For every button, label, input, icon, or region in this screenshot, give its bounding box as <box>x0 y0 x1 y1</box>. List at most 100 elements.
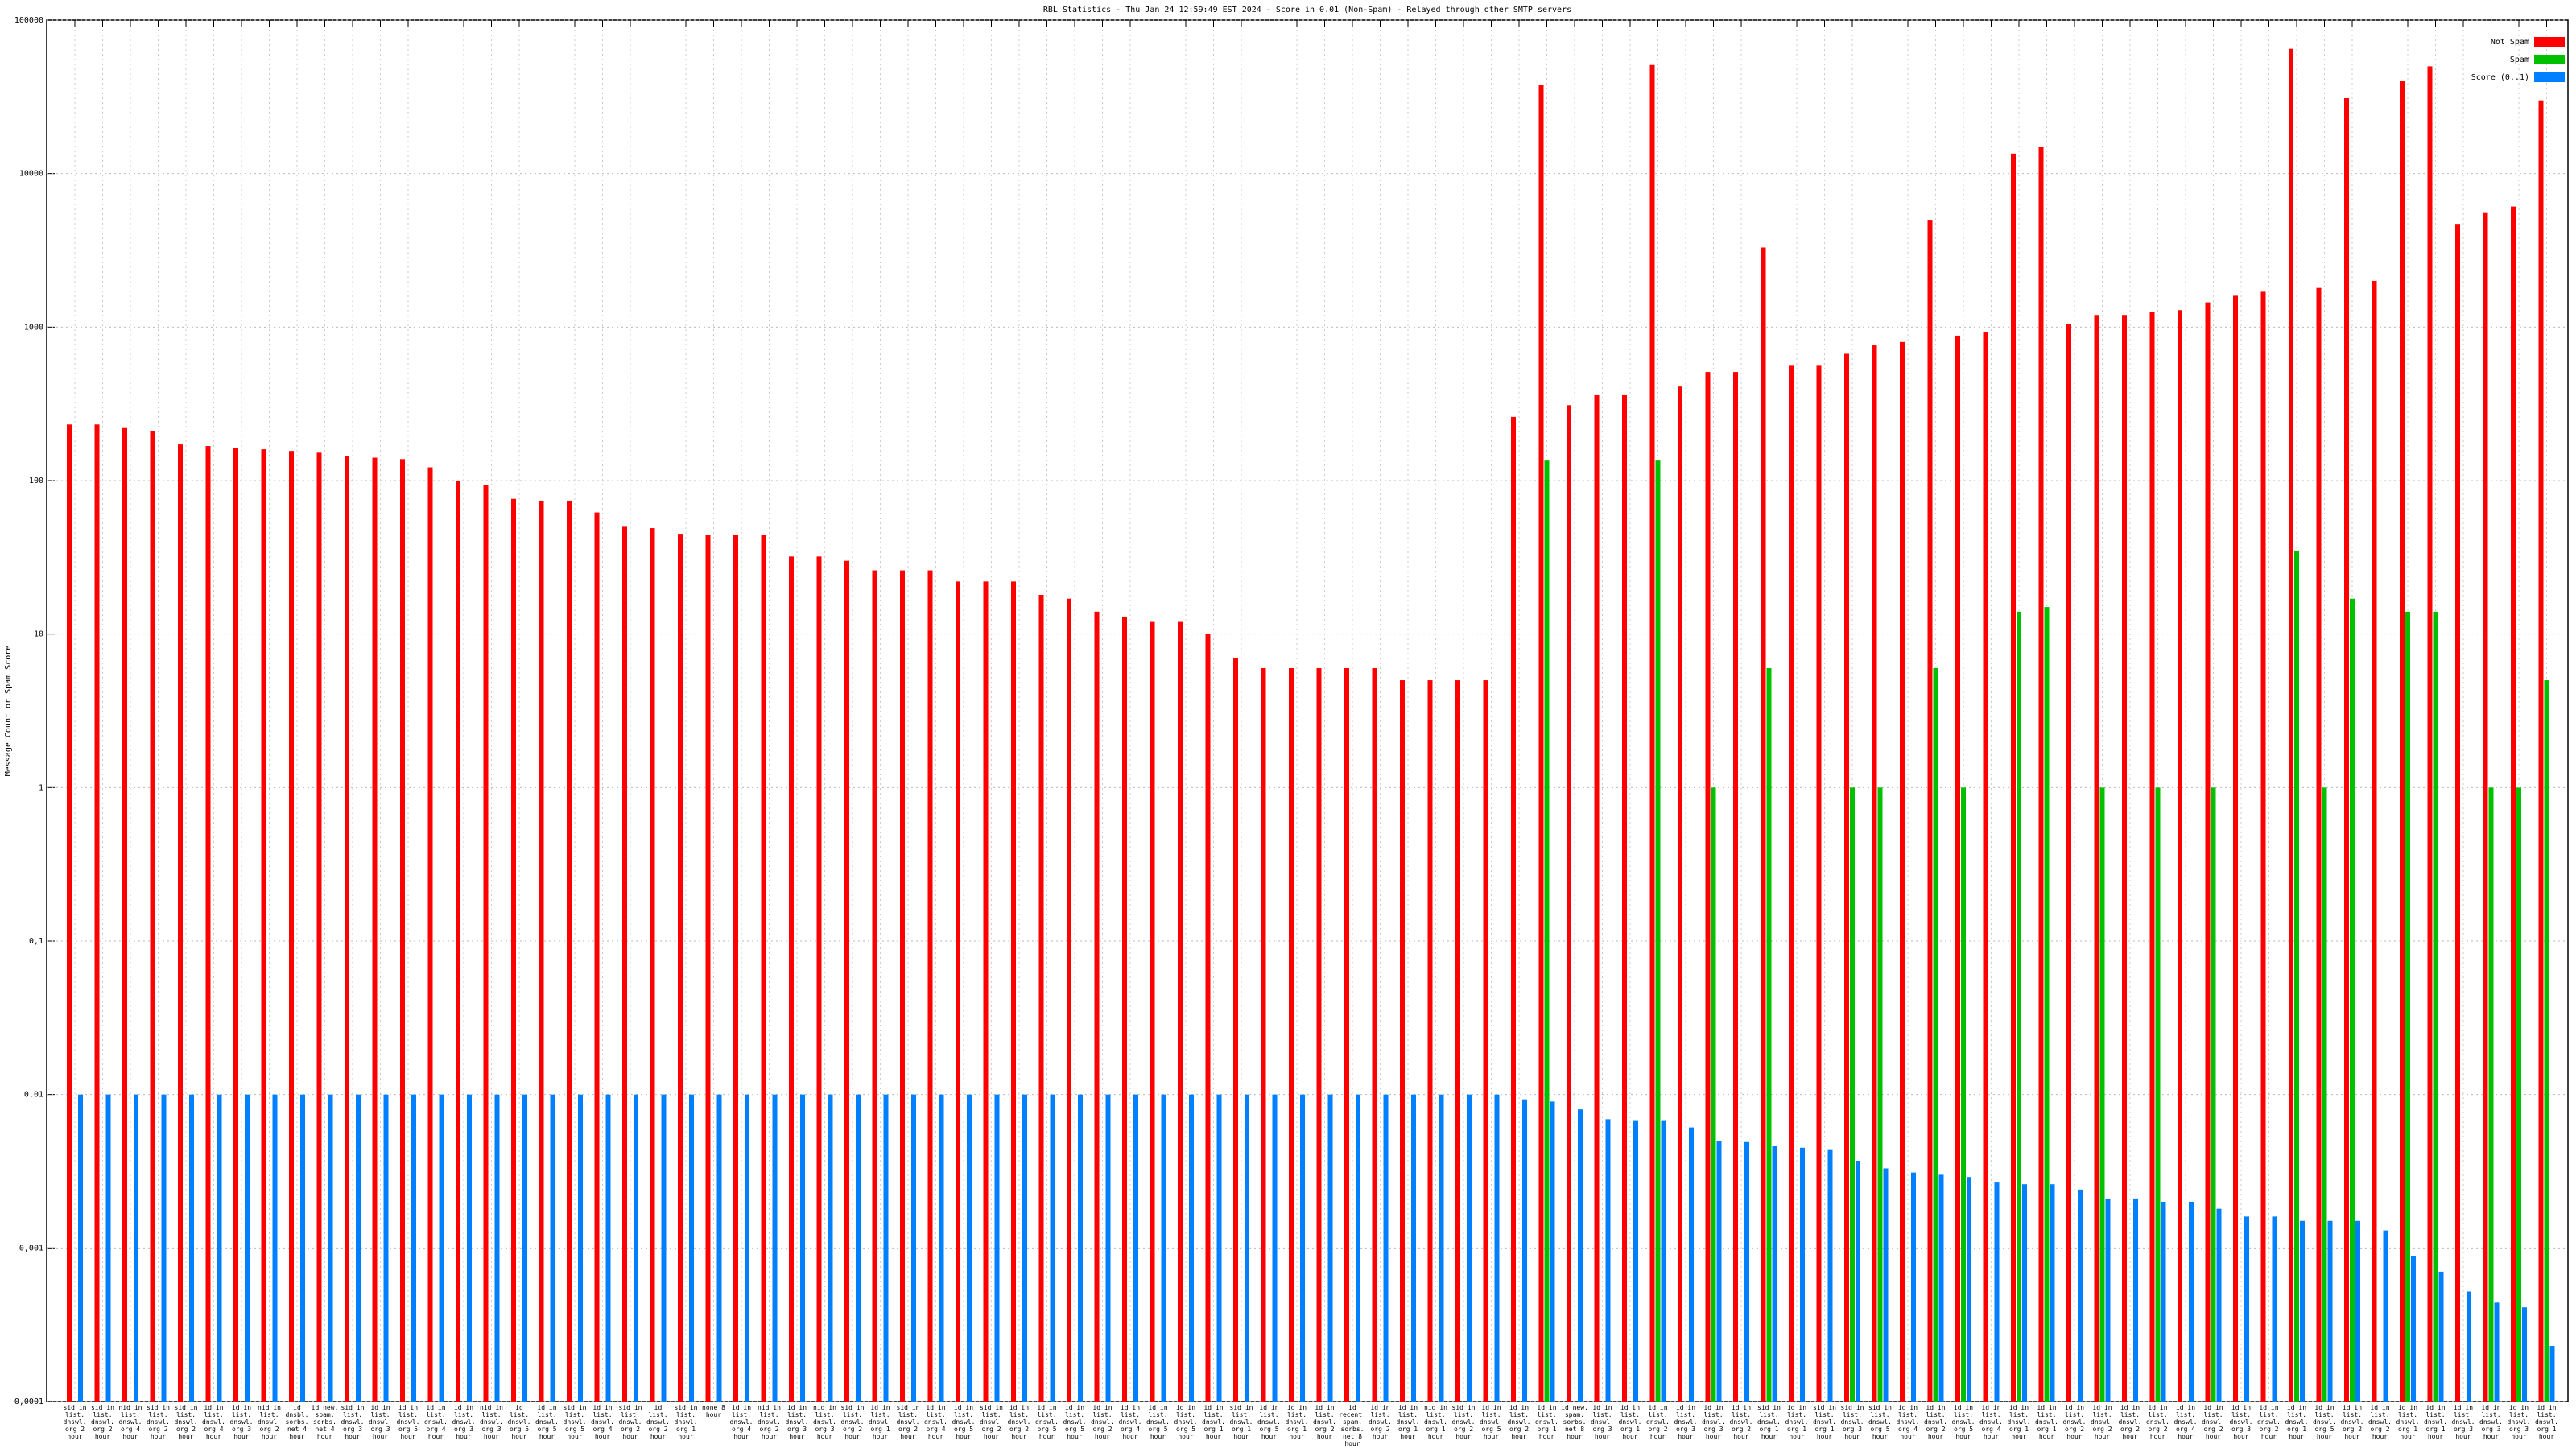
bar <box>994 1094 1000 1402</box>
x-tick-label: id in list. dnswl. org 2 hour <box>2202 1404 2225 1440</box>
bar <box>550 1094 555 1402</box>
bar <box>2455 224 2460 1402</box>
x-tick-label: id in list. dnswl. org 1 hour <box>869 1404 892 1440</box>
x-tick-label: nid in list. dnswl. org 2 hour <box>258 1404 281 1440</box>
bar <box>383 1094 389 1402</box>
bar <box>1816 365 1822 1402</box>
bar <box>1133 1094 1138 1402</box>
bar <box>328 1094 333 1402</box>
bar <box>1578 1109 1583 1402</box>
x-tick-label: id in list. dnswl. org 5 hour <box>1035 1404 1059 1440</box>
bar <box>1900 341 1905 1402</box>
bar <box>1455 680 1460 1402</box>
legend-label: Spam <box>2510 56 2529 64</box>
x-tick-label: id in list. dnswl. org 3 hour <box>369 1404 392 1440</box>
bar <box>800 1094 805 1402</box>
bar <box>400 459 405 1402</box>
x-tick-label: id in list. dnswl. org 3 hour <box>2479 1404 2503 1440</box>
bar <box>956 581 960 1402</box>
bar <box>2433 611 2438 1402</box>
y-tick-label: 0,01 <box>24 1091 43 1100</box>
bar <box>372 457 378 1402</box>
x-tick-label: id in list. dnswl. org 1 hour <box>1202 1404 1225 1440</box>
bar <box>1711 787 1716 1402</box>
bar <box>2149 312 2155 1402</box>
bar <box>1856 1160 1860 1402</box>
x-tick-label: id in list. dnswl. org 3 hour <box>785 1404 809 1440</box>
bar <box>2022 1184 2027 1402</box>
bar <box>511 498 516 1402</box>
bar <box>689 1094 694 1402</box>
x-tick-label: id in list. dnswl. org 1 hour <box>1785 1404 1809 1440</box>
bar <box>1927 220 1933 1402</box>
x-tick-label: id in list. dnswl. org 5 hour <box>1951 1404 1975 1440</box>
bar <box>650 528 655 1402</box>
bar <box>967 1094 972 1402</box>
bar <box>345 456 349 1402</box>
bar <box>828 1094 833 1402</box>
bar <box>716 1094 722 1402</box>
bar <box>2078 1189 2083 1402</box>
bar <box>2011 153 2016 1402</box>
x-tick-label: id in list. dnswl. org 3 hour <box>2229 1404 2253 1440</box>
bar <box>2244 1216 2249 1402</box>
bar <box>150 431 155 1402</box>
legend-swatch <box>2534 72 2565 82</box>
x-tick-label: id in list. dnswl. org 5 hour <box>1257 1404 1281 1440</box>
bar <box>427 467 433 1402</box>
y-axis-label: Message Count or Spam Score <box>4 646 13 777</box>
bar <box>300 1094 305 1402</box>
bar <box>1689 1127 1694 1402</box>
x-tick-label: id in list. dnswl. org 1 hour <box>1535 1404 1558 1440</box>
bar <box>2178 310 2182 1402</box>
x-tick-label: sid in list. dnswl. org 5 hour <box>1868 1404 1892 1440</box>
x-tick-label: id in list. dnswl. org 2 hour <box>2368 1404 2392 1440</box>
bar <box>1622 394 1627 1402</box>
x-tick-label: sid in list. dnswl. org 2 hour <box>147 1404 170 1440</box>
x-tick-label: id in list. dnswl. org 2 hour <box>1729 1404 1753 1440</box>
x-tick-label: id in list. dnswl. org 3 hour <box>229 1404 254 1440</box>
bar <box>856 1094 861 1402</box>
legend-swatch <box>2534 55 2565 64</box>
bar <box>1105 1094 1111 1402</box>
x-tick-label: sid in list. dnswl. org 3 hour <box>1840 1404 1864 1440</box>
x-tick-label: sid in list. dnswl. org 1 hour <box>1813 1404 1836 1440</box>
legend-swatch <box>2534 37 2565 47</box>
x-tick-label: id in list. dnswl. org 2 hour <box>2146 1404 2169 1440</box>
bar <box>634 1094 638 1402</box>
x-tick-label: id in list. dnswl. org 3 hour <box>1591 1404 1614 1440</box>
bar <box>900 570 905 1402</box>
bar <box>1594 394 1600 1402</box>
bar <box>1178 621 1183 1402</box>
bar <box>1150 621 1155 1402</box>
bar <box>1327 1094 1333 1402</box>
bar <box>245 1094 250 1402</box>
bar <box>1011 581 1016 1402</box>
bar <box>1050 1094 1055 1402</box>
bar <box>1161 1094 1166 1402</box>
x-tick-label: id in list. dnswl. org 2 hour <box>1313 1404 1336 1440</box>
x-tick-label: id in list. dnswl. org 2 hour <box>2257 1404 2281 1440</box>
bar <box>927 570 933 1402</box>
bar <box>2066 324 2071 1402</box>
x-tick-label: sid in list. dnswl. org 2 hour <box>63 1404 87 1440</box>
bar <box>2494 1302 2500 1402</box>
x-tick-label: id in list. dnswl. org 5 hour <box>1146 1404 1170 1440</box>
bar <box>2538 100 2544 1402</box>
bar <box>439 1094 444 1402</box>
bar <box>1372 667 1377 1402</box>
bar <box>761 535 766 1402</box>
bar <box>1872 345 1877 1402</box>
bar <box>134 1094 138 1402</box>
bar <box>789 556 794 1402</box>
bar <box>1038 594 1044 1402</box>
bar <box>1850 787 1855 1402</box>
bar <box>911 1094 916 1402</box>
x-tick-label: id in list. dnswl. org 3 hour <box>452 1404 476 1440</box>
bar <box>1544 460 1550 1402</box>
bar <box>2272 1216 2277 1402</box>
bar <box>2355 1220 2360 1402</box>
bar <box>1078 1094 1083 1402</box>
y-tick-label: 10000 <box>19 170 43 179</box>
